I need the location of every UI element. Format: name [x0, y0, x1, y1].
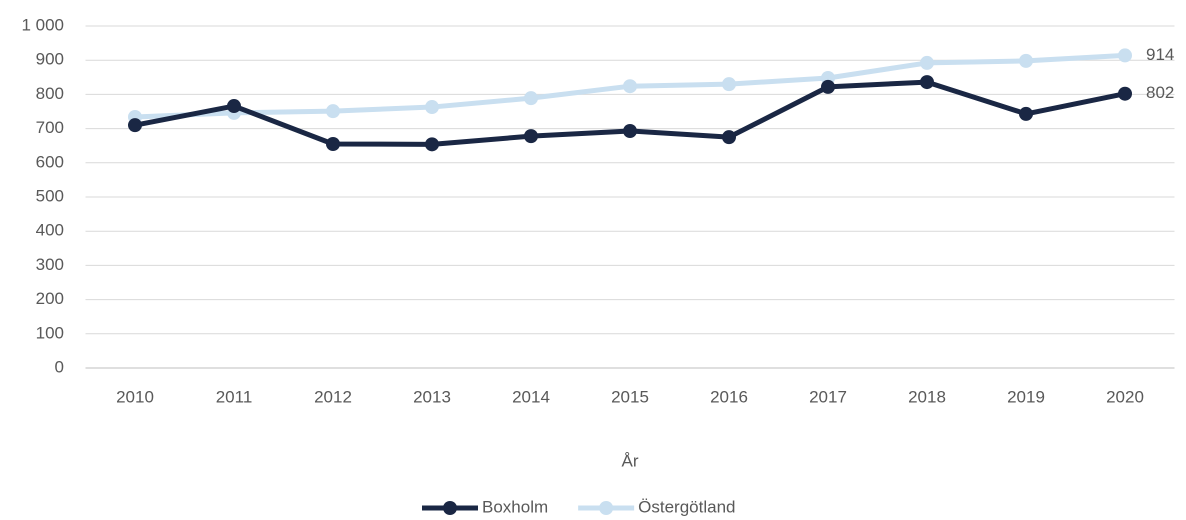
- x-tick-label: 2011: [216, 387, 253, 406]
- y-tick-label: 800: [36, 84, 64, 103]
- point: [1118, 86, 1132, 101]
- y-tick-label: 100: [36, 323, 64, 342]
- point: [524, 91, 538, 106]
- point: [326, 136, 340, 151]
- point: [623, 123, 637, 138]
- point: [425, 100, 439, 115]
- data-label: 802: [1146, 83, 1174, 102]
- legend-label: Boxholm: [482, 497, 548, 516]
- y-tick-label: 900: [36, 50, 64, 69]
- x-tick-label: 2016: [710, 387, 748, 406]
- y-tick-label: 1 000: [21, 15, 64, 34]
- point: [920, 75, 934, 90]
- point: [128, 118, 142, 133]
- y-tick-label: 300: [36, 255, 64, 274]
- legend-marker: [599, 501, 614, 515]
- y-tick-label: 700: [36, 118, 64, 137]
- point: [623, 79, 637, 94]
- point: [524, 129, 538, 144]
- point: [326, 104, 340, 119]
- y-tick-label: 400: [36, 221, 64, 240]
- x-tick-label: 2019: [1007, 387, 1045, 406]
- y-tick-label: 500: [36, 186, 64, 205]
- point: [1019, 53, 1033, 68]
- x-tick-label: 2012: [314, 387, 352, 406]
- y-tick-label: 0: [55, 357, 64, 376]
- point: [722, 130, 736, 145]
- legend-marker: [443, 501, 457, 515]
- point: [227, 99, 241, 114]
- x-tick-label: 2018: [908, 387, 946, 406]
- legend-label: Östergötland: [638, 497, 735, 516]
- data-label: 914: [1146, 45, 1174, 64]
- x-tick-label: 2010: [116, 387, 154, 406]
- point: [821, 79, 835, 94]
- x-axis-title: År: [622, 451, 639, 470]
- x-tick-label: 2013: [413, 387, 451, 406]
- y-tick-label: 200: [36, 289, 64, 308]
- point: [722, 77, 736, 92]
- x-tick-label: 2017: [809, 387, 847, 406]
- point: [425, 137, 439, 152]
- point: [1019, 106, 1033, 121]
- point: [1118, 48, 1132, 63]
- x-tick-label: 2014: [512, 387, 550, 406]
- x-tick-label: 2020: [1106, 387, 1144, 406]
- y-tick-label: 600: [36, 152, 64, 171]
- point: [920, 55, 934, 70]
- x-tick-label: 2015: [611, 387, 649, 406]
